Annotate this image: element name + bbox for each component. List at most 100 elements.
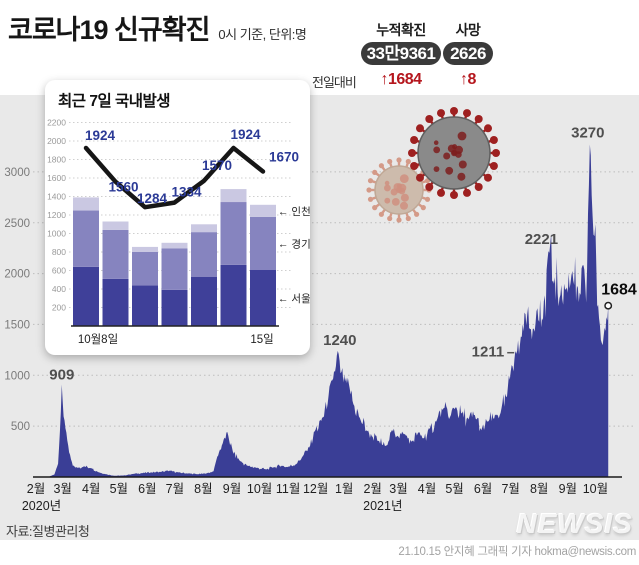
month-tick-label: 2월	[363, 482, 381, 496]
month-tick-label: 7월	[501, 482, 519, 496]
inset-bar-segment-경기	[161, 248, 188, 290]
stat-delta-cumulative: ↑1684	[361, 68, 441, 91]
inset-ytick-label: 1800	[47, 155, 66, 165]
month-tick-label: 8월	[194, 482, 212, 496]
inset-bar-segment-인천	[73, 197, 99, 211]
month-tick-label: 10월	[247, 482, 272, 496]
inset-bar-segment-경기	[220, 202, 247, 265]
inset-bar-segment-경기	[73, 210, 99, 267]
inset-ytick-label: 400	[52, 284, 66, 294]
inset-bar-segment-서울	[73, 266, 99, 326]
stat-label-cumulative: 누적확진	[376, 22, 426, 38]
inset-region-label-서울: ← 서울	[278, 293, 310, 305]
inset-line-value-label: 1670	[269, 150, 299, 165]
month-tick-label: 5월	[445, 482, 463, 496]
main-ytick-label: 500	[11, 421, 30, 433]
newsis-logo: NEWSIS	[516, 508, 633, 539]
stat-compare-label: 전일대비	[312, 75, 357, 90]
inset-ytick-label: 1200	[47, 210, 66, 220]
last-point-marker	[604, 301, 613, 310]
inset-line-value-label: 1924	[230, 127, 261, 142]
inset-bar-segment-인천	[220, 189, 247, 203]
inset-line-value-label: 1924	[85, 128, 116, 143]
data-source-text: 자료:질병관리청	[6, 524, 90, 539]
inset-line-value-label: 1334	[171, 185, 202, 200]
inset-line-value-label: 1560	[108, 180, 138, 195]
main-ytick-label: 3000	[4, 167, 30, 179]
inset-bar-segment-인천	[161, 242, 188, 249]
month-tick-label: 6월	[138, 482, 156, 496]
credit-line: 21.10.15 안지혜 그래픽 기자 hokma@newsis.com	[398, 546, 636, 558]
month-tick-label: 5월	[110, 482, 128, 496]
stat-delta-deaths: ↑8	[443, 68, 493, 91]
month-tick-label: 10월	[583, 482, 608, 496]
year-label: 2021년	[363, 499, 402, 513]
month-tick-label: 3월	[53, 482, 71, 496]
inset-xlabel-first: 10월8일	[78, 332, 118, 346]
year-label: 2020년	[22, 499, 61, 513]
stat-label-deaths: 사망	[455, 22, 481, 38]
inset-bar-segment-경기	[102, 229, 129, 279]
main-ytick-label: 1000	[4, 370, 30, 382]
peak-annotation: 3270	[571, 124, 604, 141]
month-tick-label: 12월	[303, 482, 328, 496]
main-ytick-label: 1500	[4, 319, 30, 331]
inset-region-label-경기: ← 경기	[278, 237, 310, 250]
month-tick-label: 3월	[389, 482, 407, 496]
inset-bar-segment-경기	[250, 216, 276, 270]
page-header: 코로나19 신규확진 0시 기준, 단위:명	[8, 8, 307, 47]
stat-value-deaths: 2626	[443, 42, 493, 65]
inset-ytick-label: 200	[52, 303, 66, 313]
peak-annotation: 909	[49, 367, 74, 384]
peak-annotation: 1684	[601, 282, 637, 299]
page-title: 코로나19 신규확진	[8, 15, 210, 45]
month-tick-label: 11월	[276, 482, 300, 496]
inset-bar-segment-인천	[132, 246, 158, 252]
inset-ytick-label: 2200	[47, 118, 66, 128]
inset-ytick-label: 1000	[47, 229, 66, 239]
inset-line-value-label: 1570	[202, 158, 232, 173]
main-ytick-label: 2500	[4, 218, 30, 230]
inset-region-label-인천: ← 인천	[278, 206, 310, 218]
inset-bar-segment-인천	[191, 224, 217, 233]
inset-bar-segment-경기	[191, 232, 217, 277]
peak-annotation: 1211	[472, 344, 505, 361]
month-tick-label: 4월	[82, 482, 100, 496]
inset-bar-segment-서울	[161, 289, 188, 326]
inset-xlabel-last: 15일	[250, 332, 273, 346]
recent-7days-inset-card: 200 400 600 800 1000 1200 1400 1600 1800 2000 2200…	[45, 80, 311, 355]
peak-annotation: 1240	[323, 332, 356, 349]
inset-ytick-label: 1400	[47, 192, 66, 202]
month-tick-label: 9월	[559, 482, 577, 496]
inset-ytick-label: 2000	[47, 136, 66, 146]
month-tick-label: 9월	[223, 482, 241, 496]
inset-ytick-label: 800	[52, 247, 66, 257]
coronavirus-icon	[408, 107, 500, 199]
inset-ytick-label: 1600	[47, 173, 66, 183]
inset-bar-segment-인천	[250, 204, 276, 217]
month-tick-label: 4월	[418, 482, 436, 496]
month-tick-label: 7월	[166, 482, 184, 496]
inset-total-line	[83, 145, 266, 210]
inset-bar-segment-서울	[220, 264, 247, 326]
peak-annotation: 2221	[525, 231, 558, 248]
month-tick-label: 1월	[335, 482, 353, 496]
month-tick-label: 8월	[530, 482, 548, 496]
daily-cases-area-series	[36, 144, 609, 477]
main-ytick-label: 2000	[4, 269, 30, 281]
month-tick-label: 6월	[474, 482, 492, 496]
inset-bar-segment-인천	[102, 221, 129, 230]
inset-ytick-label: 600	[52, 266, 66, 276]
inset-bar-segment-서울	[191, 277, 217, 326]
month-tick-label: 2월	[27, 482, 45, 496]
stat-value-cumulative: 33만9361	[361, 42, 441, 65]
inset-line-value-label: 1284	[137, 191, 168, 206]
inset-chart-title: 최근 7일 국내발생	[58, 93, 171, 110]
inset-bar-segment-서울	[250, 270, 276, 326]
inset-bar-segment-경기	[132, 252, 158, 286]
page-subtitle: 0시 기준, 단위:명	[218, 27, 307, 42]
inset-bar-segment-서울	[102, 278, 129, 326]
inset-stacked-bar-line-chart: 200 400 600 800 1000 1200 1400 1600 1800 2000 2200…	[45, 80, 311, 355]
coronavirus-icon	[366, 157, 432, 223]
